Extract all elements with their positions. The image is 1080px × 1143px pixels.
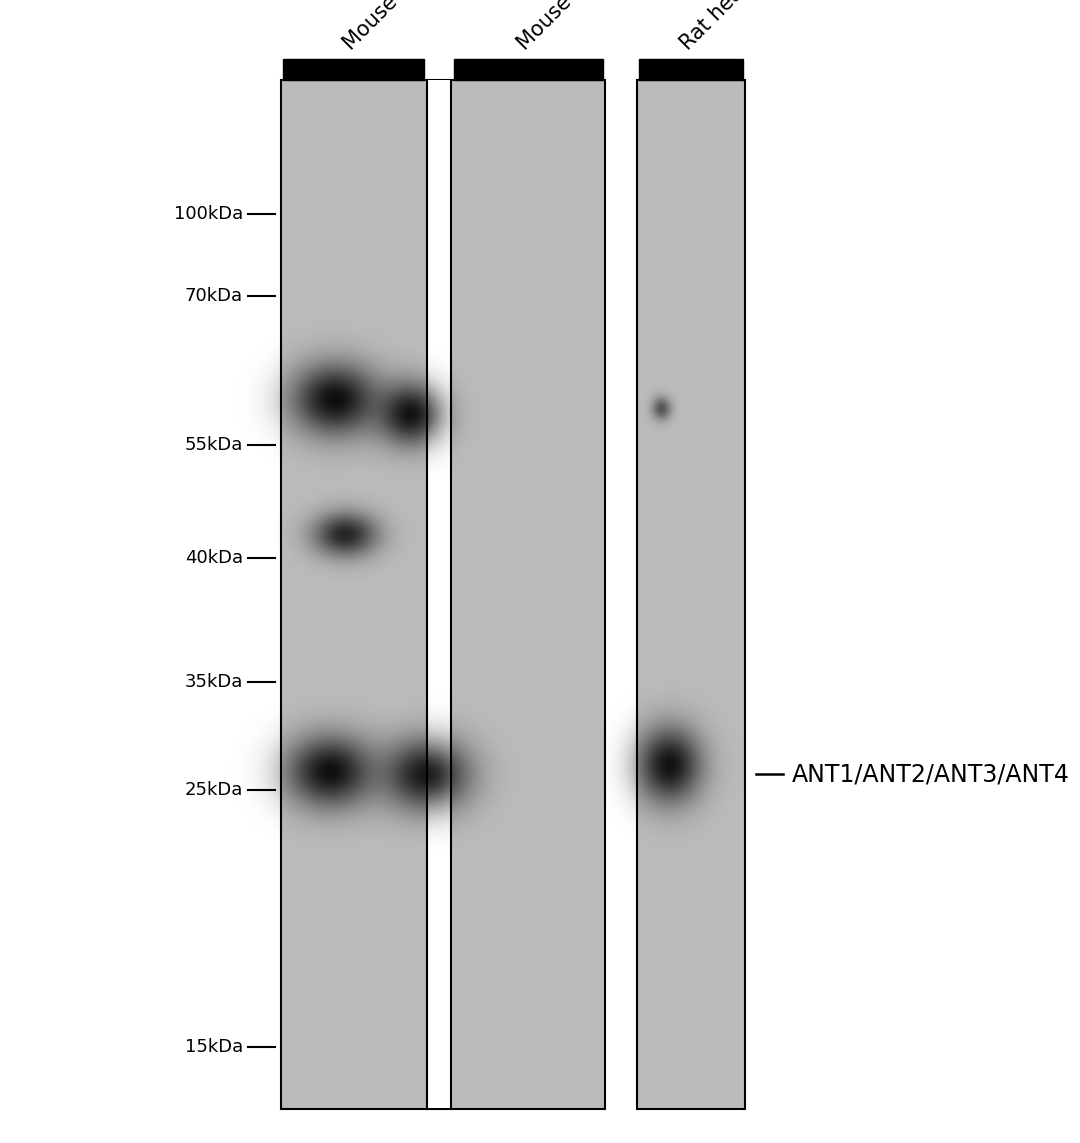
Text: 40kDa: 40kDa [185, 550, 243, 567]
Text: 25kDa: 25kDa [185, 781, 243, 799]
Text: 15kDa: 15kDa [185, 1038, 243, 1056]
Text: 100kDa: 100kDa [174, 205, 243, 223]
Text: ANT1/ANT2/ANT3/ANT4: ANT1/ANT2/ANT3/ANT4 [792, 762, 1069, 786]
Text: Mouse brain: Mouse brain [339, 0, 444, 54]
Bar [637, 80, 745, 1109]
Bar [283, 59, 424, 80]
Bar [281, 80, 605, 1109]
Text: 70kDa: 70kDa [185, 287, 243, 305]
Text: 35kDa: 35kDa [185, 673, 243, 690]
Bar [454, 59, 603, 80]
Bar [639, 59, 743, 80]
Text: Rat heart: Rat heart [677, 0, 759, 54]
Bar [427, 80, 451, 1108]
Text: Mouse skeletal muscle: Mouse skeletal muscle [514, 0, 694, 54]
Text: 55kDa: 55kDa [185, 437, 243, 454]
